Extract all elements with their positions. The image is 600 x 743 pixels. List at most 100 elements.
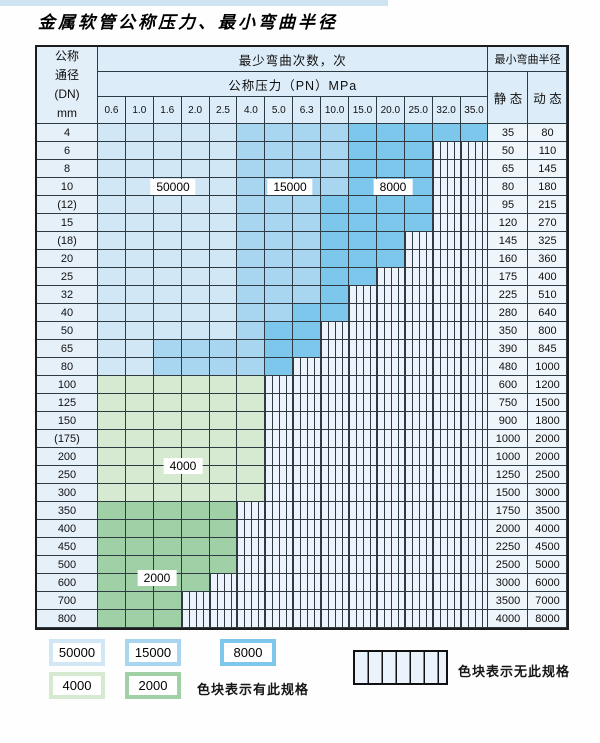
spec-cell-b1 xyxy=(153,286,182,304)
spec-cell-b1 xyxy=(98,358,126,376)
spec-cell-g2 xyxy=(153,502,182,520)
dynamic-value: 8000 xyxy=(528,610,568,628)
static-value: 900 xyxy=(488,412,529,430)
spec-cell-striped xyxy=(432,574,461,592)
spec-cell-striped xyxy=(293,610,322,628)
spec-cell-b1 xyxy=(209,304,238,322)
spec-cell-striped xyxy=(237,520,266,538)
spec-cell-g2 xyxy=(125,502,154,520)
spec-cell-striped xyxy=(376,340,405,358)
dynamic-value: 6000 xyxy=(528,574,568,592)
spec-cell-g2 xyxy=(181,502,210,520)
spec-cell-b1 xyxy=(209,214,238,232)
static-value: 225 xyxy=(488,286,529,304)
static-value: 50 xyxy=(488,142,529,160)
page-title: 金属软管公称压力、最小弯曲半径 xyxy=(38,13,338,33)
static-value: 175 xyxy=(488,268,529,286)
static-value: 145 xyxy=(488,232,529,250)
spec-cell-striped xyxy=(321,574,350,592)
cycle-label-15000: 15000 xyxy=(267,179,313,195)
spec-cell-b3 xyxy=(349,214,377,232)
spec-cell-b1 xyxy=(209,322,238,340)
spec-cell-b3 xyxy=(349,250,377,268)
spec-cell-g2 xyxy=(153,538,182,556)
spec-cell-striped xyxy=(321,502,350,520)
spec-cell-striped xyxy=(265,448,294,466)
spec-cell-g1 xyxy=(125,376,154,394)
spec-cell-striped xyxy=(404,538,433,556)
spec-cell-striped xyxy=(349,412,377,430)
spec-cell-striped xyxy=(293,376,322,394)
spec-cell-b3 xyxy=(432,124,461,142)
dn-label-250: 250 xyxy=(37,466,98,484)
spec-cell-striped xyxy=(349,520,377,538)
dynamic-value: 1200 xyxy=(528,376,568,394)
spec-cell-striped xyxy=(321,322,350,340)
spec-cell-striped xyxy=(349,484,377,502)
spec-cell-b3 xyxy=(376,232,405,250)
spec-cell-striped xyxy=(237,556,266,574)
spec-cell-b1 xyxy=(98,232,126,250)
spec-cell-g2 xyxy=(98,592,126,610)
static-value: 4000 xyxy=(488,610,529,628)
spec-cell-b2 xyxy=(293,250,322,268)
spec-cell-b1 xyxy=(98,142,126,160)
spec-cell-striped xyxy=(460,466,489,484)
spec-cell-b2 xyxy=(237,268,266,286)
spec-cell-g1 xyxy=(98,466,126,484)
spec-cell-g2 xyxy=(125,592,154,610)
spec-cell-striped xyxy=(293,574,322,592)
spec-cell-striped xyxy=(293,538,322,556)
pressure-col-20.0: 20.0 xyxy=(376,97,405,124)
spec-cell-b3 xyxy=(321,304,350,322)
spec-cell-b2 xyxy=(293,214,322,232)
bend-cycles-header: 最少弯曲次数，次 xyxy=(98,47,489,72)
spec-cell-b2 xyxy=(321,160,350,178)
spec-cell-striped xyxy=(432,160,461,178)
pressure-col-5.0: 5.0 xyxy=(265,97,294,124)
spec-cell-b1 xyxy=(181,160,210,178)
dynamic-value: 2000 xyxy=(528,430,568,448)
spec-cell-b2 xyxy=(153,358,182,376)
spec-cell-striped xyxy=(376,574,405,592)
spec-cell-g2 xyxy=(98,610,126,628)
spec-cell-striped xyxy=(376,286,405,304)
spec-cell-g1 xyxy=(237,412,266,430)
spec-cell-striped xyxy=(376,394,405,412)
spec-cell-striped xyxy=(321,484,350,502)
static-value: 350 xyxy=(488,322,529,340)
spec-cell-b3 xyxy=(376,142,405,160)
spec-cell-b2 xyxy=(153,340,182,358)
spec-cell-striped xyxy=(432,538,461,556)
spec-cell-striped xyxy=(265,574,294,592)
legend-swatch-15000: 15000 xyxy=(125,639,181,666)
static-value: 80 xyxy=(488,178,529,196)
spec-cell-striped xyxy=(460,178,489,196)
spec-cell-striped xyxy=(460,250,489,268)
static-value: 1500 xyxy=(488,484,529,502)
spec-cell-g2 xyxy=(181,538,210,556)
spec-cell-striped xyxy=(432,412,461,430)
spec-cell-striped xyxy=(265,394,294,412)
spec-cell-b1 xyxy=(153,250,182,268)
spec-cell-g2 xyxy=(153,610,182,628)
dn-label-350: 350 xyxy=(37,502,98,520)
spec-cell-g1 xyxy=(153,484,182,502)
spec-cell-b1 xyxy=(125,142,154,160)
spec-cell-b2 xyxy=(321,124,350,142)
spec-cell-striped xyxy=(376,358,405,376)
static-header: 静 态 xyxy=(488,72,529,124)
spec-cell-g1 xyxy=(153,394,182,412)
legend-swatch-8000: 8000 xyxy=(220,639,276,666)
spec-cell-g1 xyxy=(153,430,182,448)
spec-cell-b2 xyxy=(293,142,322,160)
spec-cell-g1 xyxy=(181,484,210,502)
legend-swatch-label: 50000 xyxy=(53,643,101,662)
spec-cell-striped xyxy=(432,610,461,628)
spec-cell-g1 xyxy=(181,394,210,412)
spec-cell-striped xyxy=(404,340,433,358)
spec-cell-g2 xyxy=(181,574,210,592)
spec-cell-striped xyxy=(293,502,322,520)
spec-cell-striped xyxy=(181,592,210,610)
spec-cell-striped xyxy=(376,412,405,430)
